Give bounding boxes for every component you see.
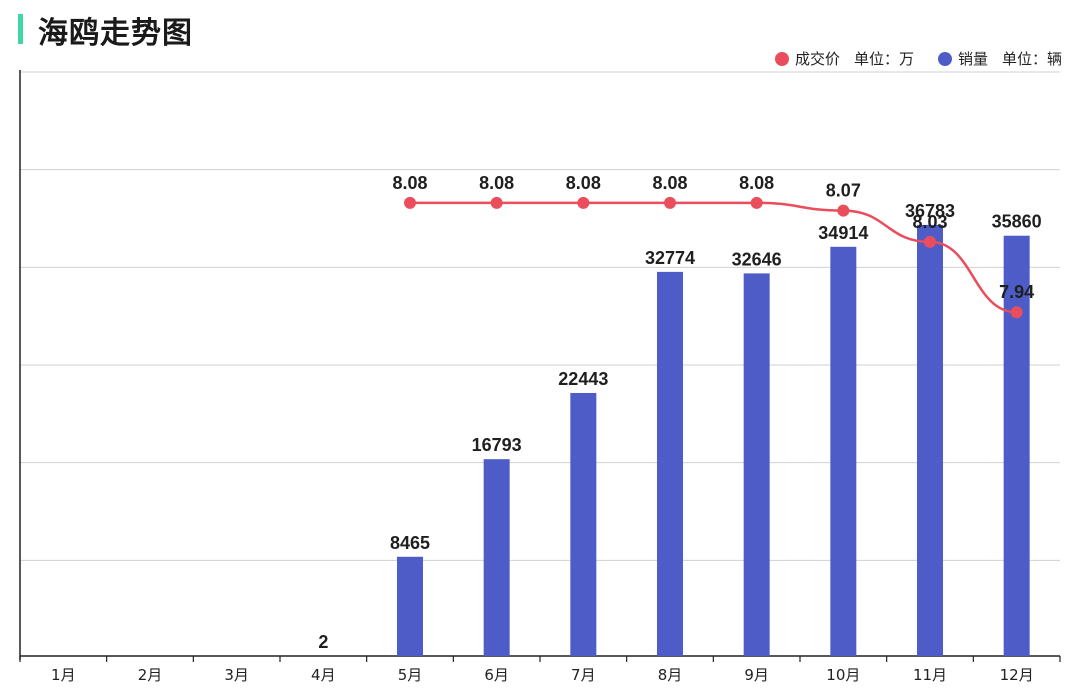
bar-value-label: 36783	[905, 201, 955, 221]
bar-value-label: 35860	[992, 212, 1042, 232]
bar-sales[interactable]	[657, 271, 683, 656]
legend-sales-unit: 单位：辆	[1001, 50, 1062, 68]
price-value-label: 8.08	[739, 173, 774, 193]
price-value-label: 8.03	[912, 212, 947, 232]
x-tick-label: 5月	[398, 666, 423, 684]
legend-item-price[interactable]: 成交价 单位：万	[774, 48, 914, 69]
x-tick-label: 12月	[1000, 666, 1034, 684]
title-accent-bar	[18, 14, 23, 44]
x-tick-label: 3月	[224, 666, 249, 684]
x-tick-label: 11月	[913, 666, 947, 684]
bar-sales[interactable]	[743, 273, 770, 656]
x-tick-label: 4月	[311, 666, 336, 684]
price-point[interactable]	[750, 196, 763, 209]
price-point[interactable]	[490, 196, 503, 209]
bar-value-label: 32774	[645, 248, 695, 268]
x-tick-label: 9月	[744, 666, 769, 684]
price-point[interactable]	[837, 204, 850, 217]
bar-sales[interactable]	[1003, 235, 1030, 656]
legend: 成交价 单位：万 销量 单位：辆	[774, 48, 1062, 69]
legend-sales-dot-icon	[937, 51, 952, 66]
legend-price-dot-icon	[774, 51, 789, 66]
price-value-label: 8.08	[566, 173, 601, 193]
bar-sales[interactable]	[830, 246, 857, 656]
price-point[interactable]	[404, 196, 416, 209]
bar-sales[interactable]	[397, 556, 423, 656]
bar-value-label: 22443	[558, 369, 608, 389]
price-value-label: 8.07	[826, 181, 861, 201]
bar-sales[interactable]	[483, 459, 510, 656]
bar-value-label: 2	[318, 632, 328, 652]
x-tick-label: 2月	[138, 666, 163, 684]
legend-price-name: 成交价	[794, 50, 840, 68]
price-point[interactable]	[577, 196, 590, 209]
price-value-label: 7.94	[999, 282, 1034, 302]
x-tick-label: 7月	[571, 666, 596, 684]
x-tick-label: 8月	[658, 666, 683, 684]
legend-item-sales[interactable]: 销量 单位：辆	[937, 48, 1062, 69]
x-tick-label: 1月	[51, 666, 76, 684]
bar-value-label: 8465	[390, 533, 430, 553]
bar-sales[interactable]	[917, 224, 943, 656]
chart-title: 海鸥走势图	[38, 16, 193, 51]
x-tick-label: 6月	[484, 666, 509, 684]
legend-price-unit: 单位：万	[853, 50, 914, 68]
x-tick-label: 10月	[826, 666, 860, 684]
price-point[interactable]	[1010, 306, 1023, 319]
price-value-label: 8.08	[652, 173, 687, 193]
price-value-label: 8.08	[479, 173, 514, 193]
bar-sales[interactable]	[570, 392, 597, 656]
price-point[interactable]	[664, 196, 676, 209]
bar-value-label: 34914	[818, 223, 868, 243]
price-point[interactable]	[924, 235, 936, 248]
legend-sales-name: 销量	[957, 50, 988, 68]
bar-value-label: 16793	[472, 435, 522, 455]
price-value-label: 8.08	[392, 173, 427, 193]
bar-value-label: 32646	[732, 249, 782, 269]
